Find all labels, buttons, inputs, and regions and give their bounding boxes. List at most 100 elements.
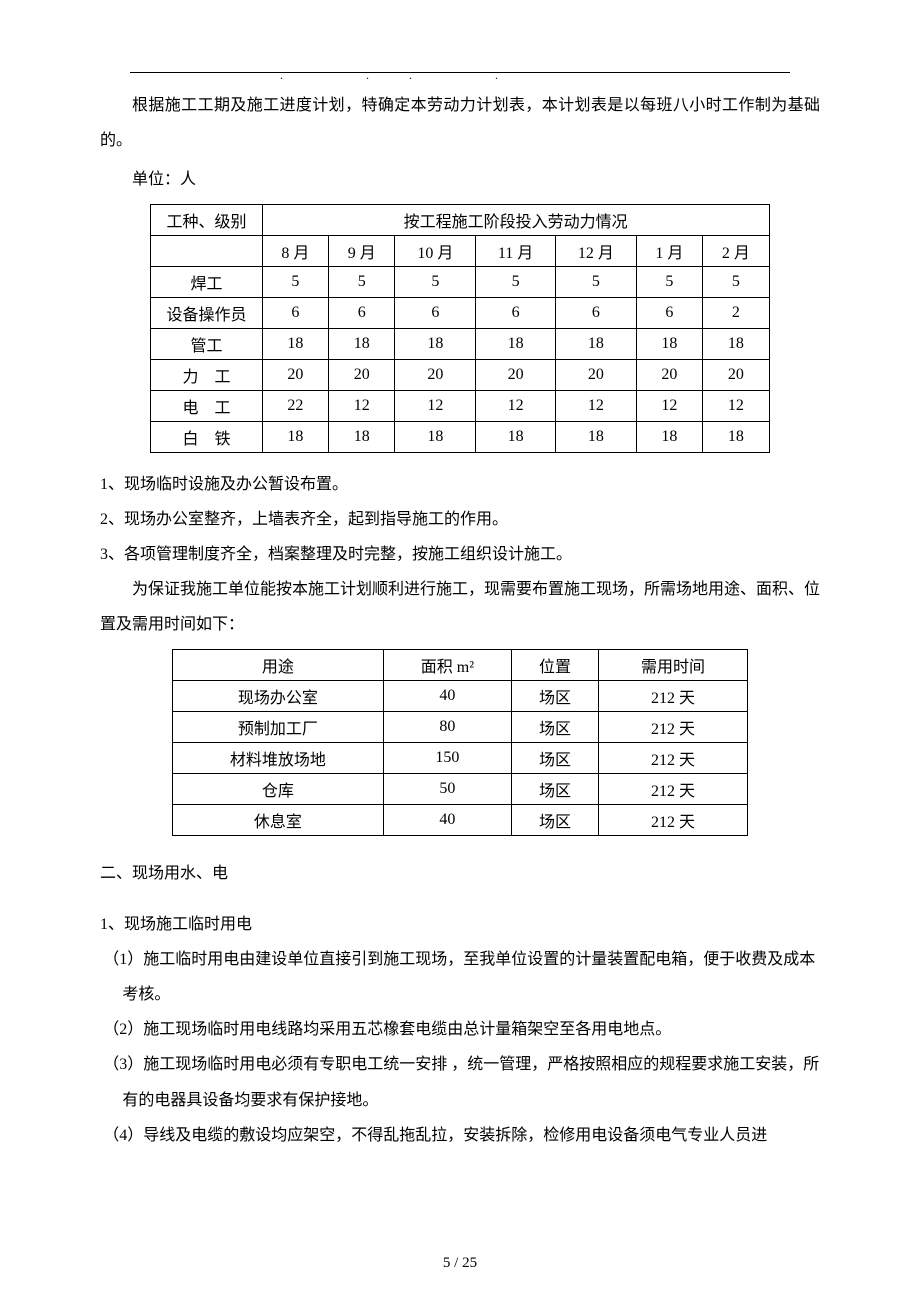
site-cell: 212 天 [599, 711, 748, 742]
page: . .. . 根据施工工期及施工进度计划，特确定本劳动力计划表，本计划表是以每班… [0, 0, 920, 1302]
table-row: 材料堆放场地 150 场区 212 天 [173, 742, 748, 773]
site-cell: 休息室 [173, 804, 384, 835]
labor-val: 18 [555, 328, 636, 359]
labor-val: 18 [476, 328, 556, 359]
sub-item-num: （4） [103, 1127, 143, 1144]
labor-val: 18 [329, 421, 395, 452]
table-row: 焊工 5 5 5 5 5 5 5 [151, 266, 769, 297]
labor-month: 8 月 [262, 235, 328, 266]
section-title: 二、现场用水、电 [100, 856, 820, 891]
site-cell: 仓库 [173, 773, 384, 804]
labor-val: 12 [476, 390, 556, 421]
intro-paragraph: 根据施工工期及施工进度计划，特确定本劳动力计划表，本计划表是以每班八小时工作制为… [100, 88, 820, 158]
labor-val: 12 [555, 390, 636, 421]
sub-item: （4）导线及电缆的敷设均应架空，不得乱拖乱拉，安装拆除，检修用电设备须电气专业人… [103, 1118, 820, 1153]
labor-val: 18 [395, 421, 476, 452]
site-cell: 预制加工厂 [173, 711, 384, 742]
labor-val: 18 [703, 421, 769, 452]
table-row: 设备操作员 6 6 6 6 6 6 2 [151, 297, 769, 328]
sub-item-text: 施工现场临时用电线路均采用五芯橡套电缆由总计量箱架空至各用电地点。 [143, 1021, 671, 1038]
labor-val: 20 [703, 359, 769, 390]
labor-val: 6 [636, 297, 702, 328]
labor-val: 18 [262, 421, 328, 452]
labor-val: 20 [395, 359, 476, 390]
table-row: 现场办公室 40 场区 212 天 [173, 680, 748, 711]
site-cell: 现场办公室 [173, 680, 384, 711]
labor-val: 6 [476, 297, 556, 328]
site-header: 需用时间 [599, 649, 748, 680]
table-row: 仓库 50 场区 212 天 [173, 773, 748, 804]
site-cell: 40 [383, 680, 511, 711]
sub-item-text: 导线及电缆的敷设均应架空，不得乱拖乱拉，安装拆除，检修用电设备须电气专业人员进 [143, 1127, 767, 1144]
site-cell: 场区 [511, 804, 598, 835]
labor-val: 18 [262, 328, 328, 359]
labor-val: 18 [476, 421, 556, 452]
table-row: 力 工 20 20 20 20 20 20 20 [151, 359, 769, 390]
labor-table: 工种、级别 按工程施工阶段投入劳动力情况 8 月 9 月 10 月 11 月 1… [150, 204, 769, 453]
labor-month: 2 月 [703, 235, 769, 266]
site-cell: 场区 [511, 742, 598, 773]
labor-val: 20 [555, 359, 636, 390]
labor-val: 18 [636, 421, 702, 452]
labor-val: 6 [555, 297, 636, 328]
note-item: 3、各项管理制度齐全，档案整理及时完整，按施工组织设计施工。 [100, 537, 820, 572]
labor-val: 12 [636, 390, 702, 421]
sub-item: （1）施工临时用电由建设单位直接引到施工现场，至我单位设置的计量装置配电箱，便于… [103, 942, 820, 1012]
table-row: 电 工 22 12 12 12 12 12 12 [151, 390, 769, 421]
labor-val: 6 [395, 297, 476, 328]
labor-val: 12 [329, 390, 395, 421]
labor-val: 22 [262, 390, 328, 421]
labor-month: 1 月 [636, 235, 702, 266]
labor-val: 5 [329, 266, 395, 297]
sub-item-num: （3） [103, 1056, 143, 1073]
note-item: 1、现场临时设施及办公暂设布置。 [100, 467, 820, 502]
site-cell: 212 天 [599, 680, 748, 711]
site-header: 用途 [173, 649, 384, 680]
labor-job: 焊工 [151, 266, 262, 297]
labor-month: 10 月 [395, 235, 476, 266]
site-cell: 40 [383, 804, 511, 835]
site-cell: 150 [383, 742, 511, 773]
labor-val: 18 [636, 328, 702, 359]
site-table: 用途 面积 m² 位置 需用时间 现场办公室 40 场区 212 天 预制加工厂… [172, 649, 748, 836]
page-number: 5 / 25 [0, 1255, 920, 1272]
site-paragraph: 为保证我施工单位能按本施工计划顺利进行施工，现需要布置施工现场，所需场地用途、面… [100, 572, 820, 642]
site-cell: 212 天 [599, 742, 748, 773]
table-row: 8 月 9 月 10 月 11 月 12 月 1 月 2 月 [151, 235, 769, 266]
labor-val: 12 [703, 390, 769, 421]
note-item: 2、现场办公室整齐，上墙表齐全，起到指导施工的作用。 [100, 502, 820, 537]
labor-month: 12 月 [555, 235, 636, 266]
labor-val: 6 [329, 297, 395, 328]
labor-val: 2 [703, 297, 769, 328]
labor-month: 9 月 [329, 235, 395, 266]
labor-val: 5 [262, 266, 328, 297]
labor-val: 18 [703, 328, 769, 359]
sub-item-num: （1） [103, 951, 143, 968]
table-row: 管工 18 18 18 18 18 18 18 [151, 328, 769, 359]
header-dots: . .. . [280, 68, 538, 83]
site-cell: 212 天 [599, 773, 748, 804]
sub-item: （3）施工现场临时用电必须有专职电工统一安排 ，统一管理，严格按照相应的规程要求… [103, 1047, 820, 1117]
section-subtitle: 1、现场施工临时用电 [100, 907, 820, 942]
site-header: 位置 [511, 649, 598, 680]
sub-item-num: （2） [103, 1021, 143, 1038]
labor-col-span-header: 按工程施工阶段投入劳动力情况 [262, 204, 769, 235]
labor-val: 6 [262, 297, 328, 328]
labor-val: 18 [555, 421, 636, 452]
labor-val: 5 [476, 266, 556, 297]
sub-item-text: 施工现场临时用电必须有专职电工统一安排 ，统一管理，严格按照相应的规程要求施工安… [122, 1056, 819, 1108]
table-row: 白 铁 18 18 18 18 18 18 18 [151, 421, 769, 452]
table-row: 工种、级别 按工程施工阶段投入劳动力情况 [151, 204, 769, 235]
labor-val: 20 [262, 359, 328, 390]
labor-job: 设备操作员 [151, 297, 262, 328]
labor-val: 5 [703, 266, 769, 297]
table-row: 预制加工厂 80 场区 212 天 [173, 711, 748, 742]
unit-label: 单位：人 [100, 162, 820, 197]
sub-item: （2）施工现场临时用电线路均采用五芯橡套电缆由总计量箱架空至各用电地点。 [103, 1012, 820, 1047]
site-cell: 场区 [511, 680, 598, 711]
site-cell: 场区 [511, 773, 598, 804]
site-header: 面积 m² [383, 649, 511, 680]
labor-month: 11 月 [476, 235, 556, 266]
site-cell: 场区 [511, 711, 598, 742]
site-cell: 80 [383, 711, 511, 742]
